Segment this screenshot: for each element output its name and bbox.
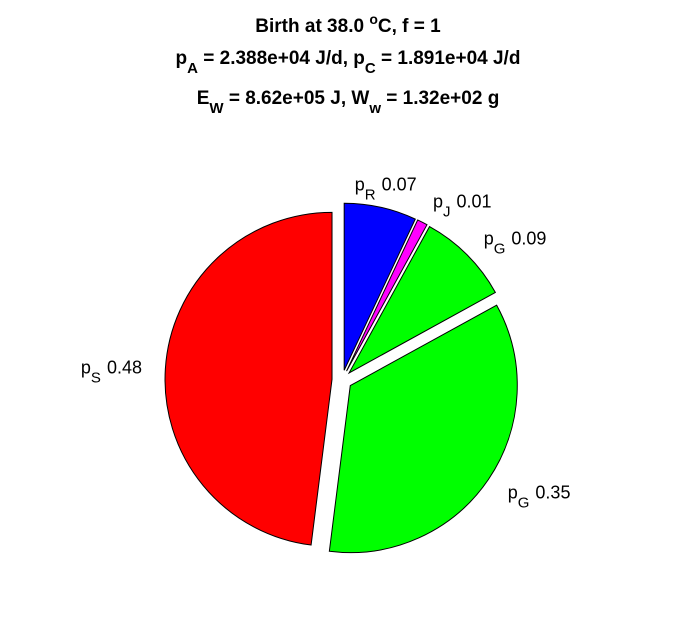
title-part: p — [176, 48, 188, 69]
title-part: = 1.32e+02 g — [381, 88, 499, 109]
pie-slice — [347, 225, 497, 375]
title-part: = 1.891e+04 J/d — [376, 48, 521, 69]
label-value: 0.07 — [382, 174, 417, 194]
pie-slice — [328, 304, 518, 554]
pie-slice — [343, 202, 416, 371]
title-part: E — [197, 88, 210, 109]
title-part: = 8.62e+05 J, W — [224, 88, 370, 109]
label-value: 0.01 — [456, 191, 491, 211]
label-value: 0.09 — [511, 228, 546, 248]
label-sub: J — [443, 203, 451, 220]
label-name: p — [508, 483, 518, 503]
pie-slice — [164, 211, 333, 546]
title-part: W — [209, 100, 224, 117]
label-value: 0.48 — [107, 357, 142, 377]
title-part: w — [368, 100, 381, 117]
label-name: p — [484, 228, 494, 248]
title-part: = 2.388e+04 J/d, p — [198, 48, 365, 69]
label-name: p — [355, 174, 365, 194]
title-part: C — [365, 60, 376, 77]
slice-label: pS 0.48 — [81, 357, 142, 386]
chart-title: EW = 8.62e+05 J, Ww = 1.32e+02 g — [197, 88, 500, 117]
label-name: p — [81, 357, 91, 377]
label-value: 0.35 — [535, 483, 570, 503]
slice-label: pG 0.35 — [508, 483, 571, 512]
pie-slice — [346, 219, 428, 372]
label-sub: S — [91, 369, 101, 386]
title-part: A — [187, 60, 198, 77]
chart-title: Birth at 38.0 oC, f = 1 — [255, 11, 441, 37]
label-sub: R — [365, 186, 376, 203]
title-part: o — [369, 11, 378, 27]
title-part: Birth at 38.0 — [255, 16, 369, 37]
label-sub: G — [494, 240, 506, 257]
label-sub: G — [518, 494, 530, 511]
slice-label: pG 0.09 — [484, 228, 547, 257]
label-name: p — [433, 191, 443, 211]
slice-label: pR 0.07 — [355, 174, 417, 203]
chart-title: pA = 2.388e+04 J/d, pC = 1.891e+04 J/d — [176, 48, 521, 77]
slice-label: pJ 0.01 — [433, 191, 492, 220]
title-part: C, f = 1 — [378, 16, 441, 37]
